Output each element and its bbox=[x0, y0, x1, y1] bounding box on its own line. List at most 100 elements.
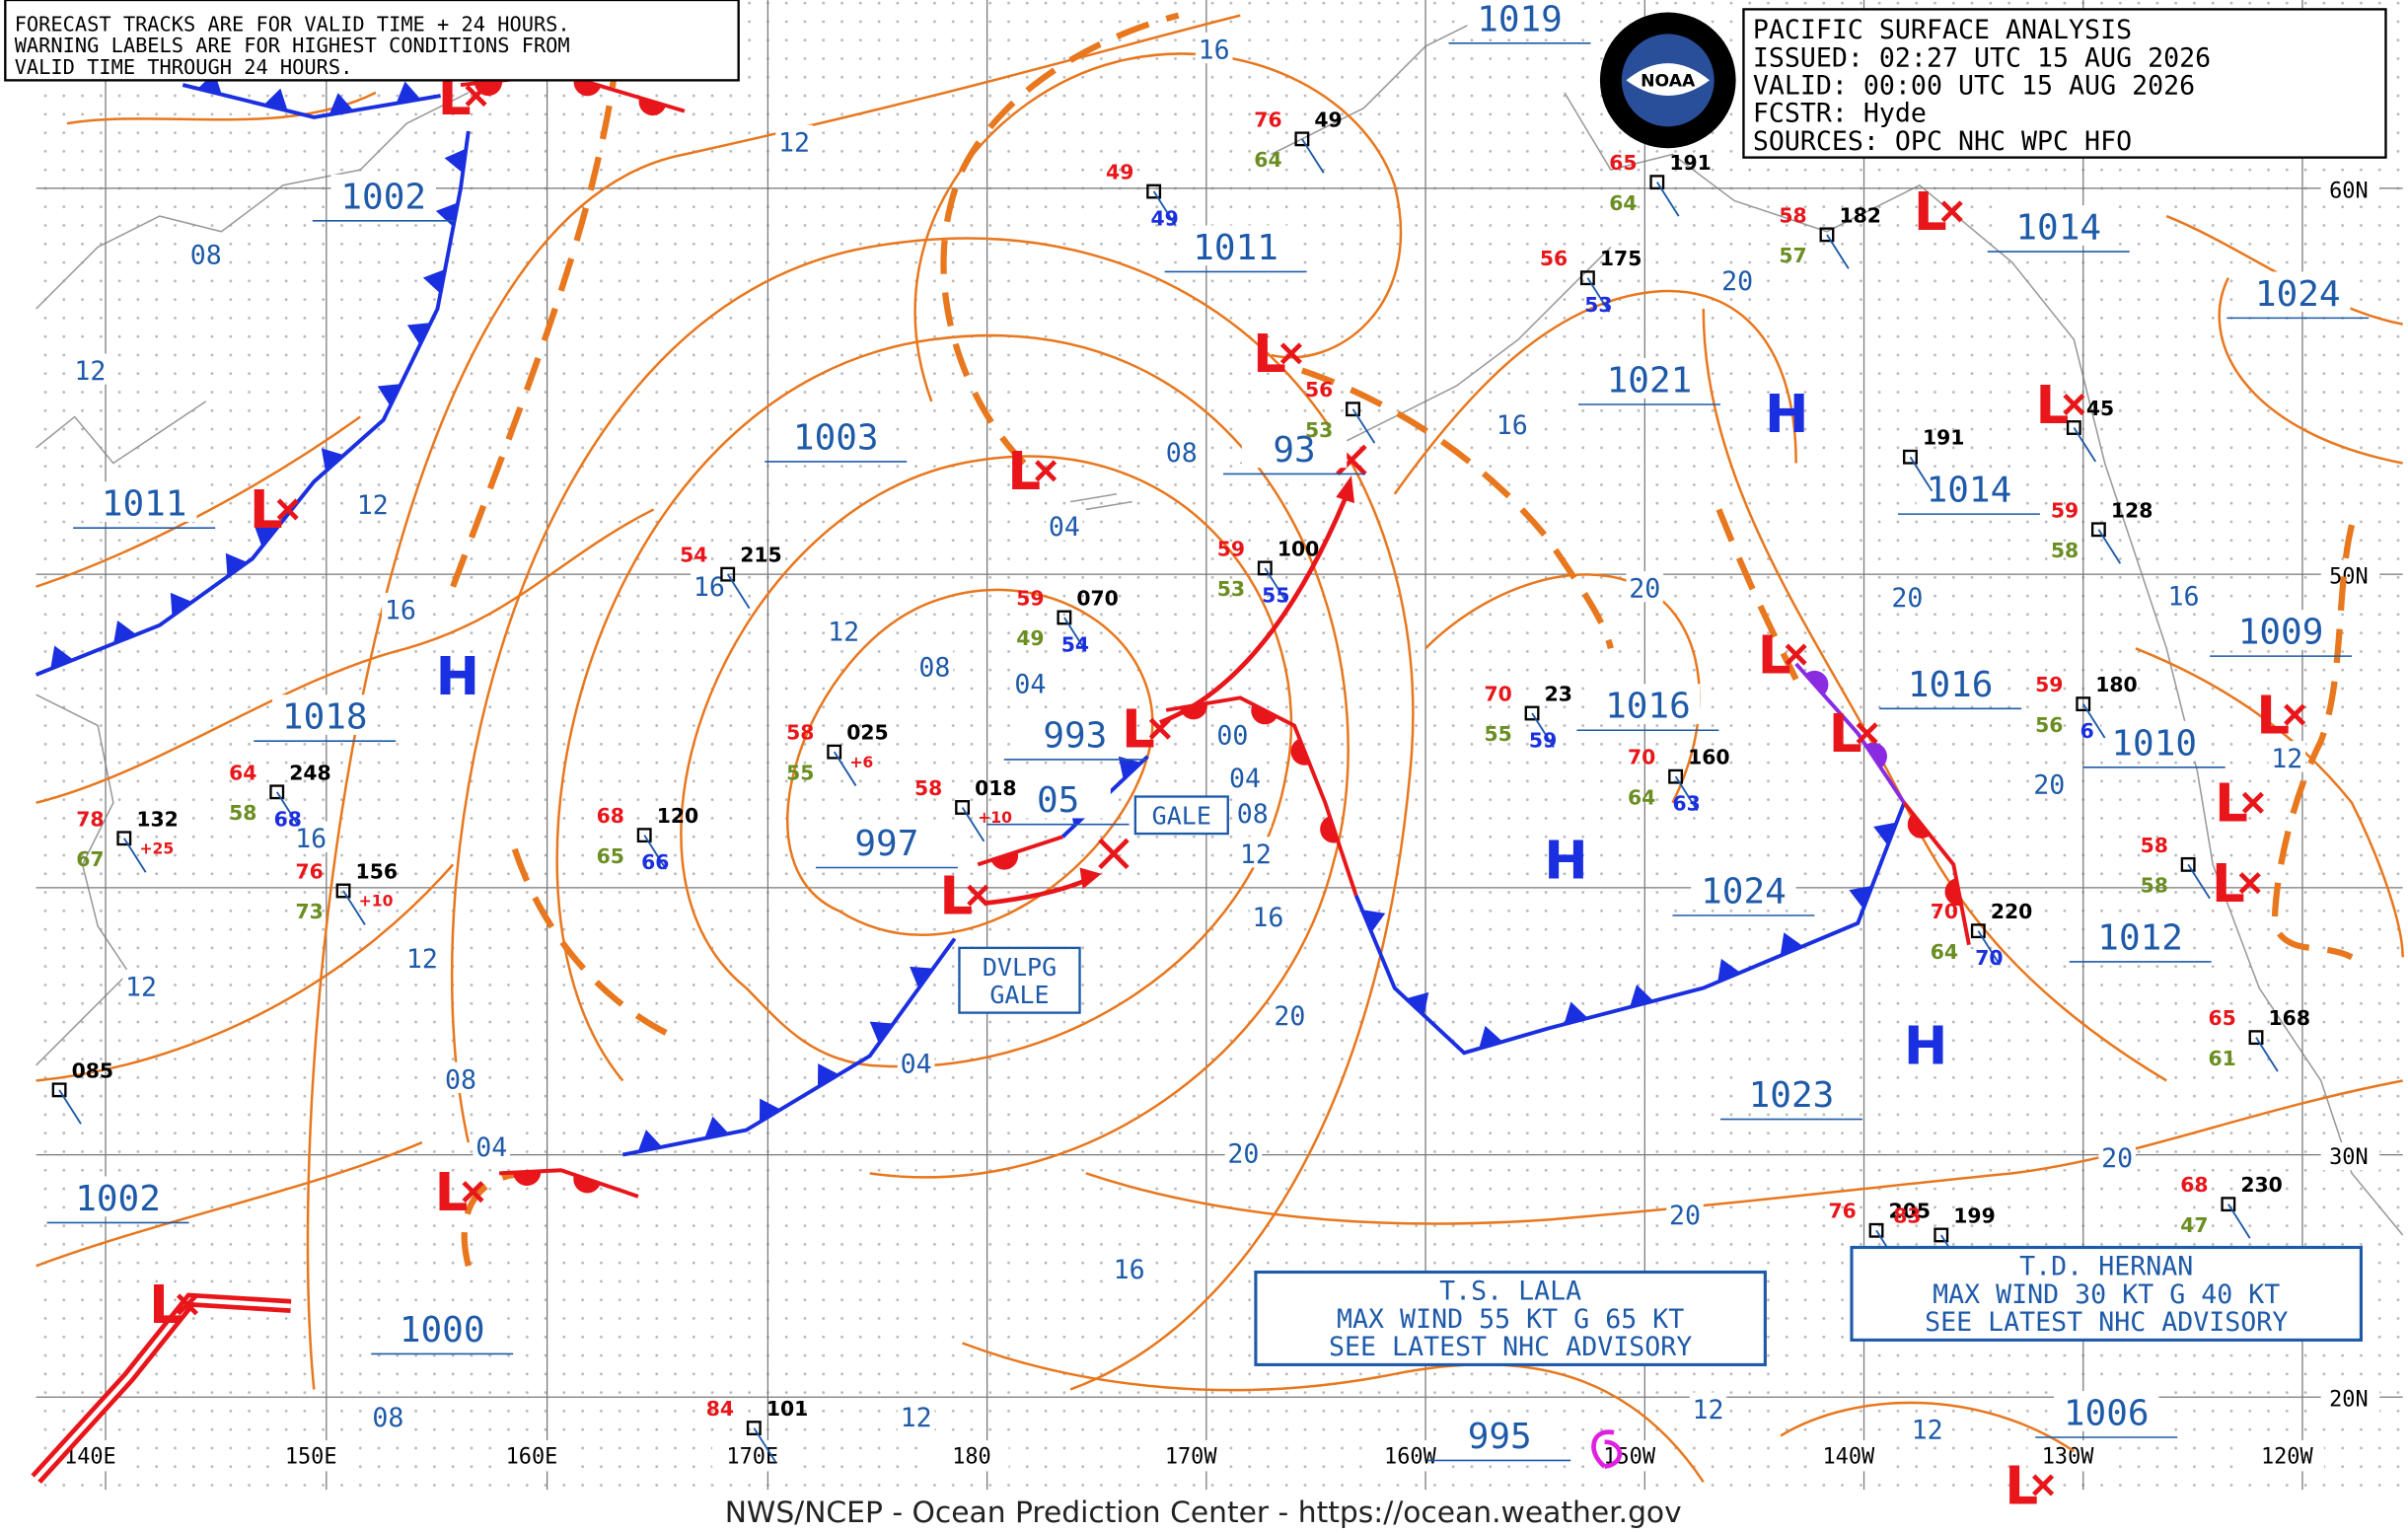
pressure-value: 995 bbox=[1468, 1417, 1532, 1457]
isobar-label: 16 bbox=[693, 572, 725, 603]
isobar-label-bg bbox=[1888, 580, 1927, 612]
station-t: 83 bbox=[1893, 1204, 1921, 1227]
low-center: L bbox=[939, 865, 973, 926]
low-position bbox=[967, 884, 989, 907]
station-marker bbox=[1057, 610, 1072, 625]
dvlpg-gale-label: DVLPG bbox=[983, 953, 1057, 982]
warm-front-pip bbox=[1944, 878, 1962, 907]
wind-barb bbox=[58, 1089, 82, 1125]
low-center: L bbox=[1007, 441, 1041, 502]
pressure-value: 1019 bbox=[1477, 0, 1563, 39]
wind-barb bbox=[275, 791, 300, 827]
wind-barb bbox=[2097, 529, 2122, 564]
gale-label: GALE bbox=[1152, 802, 1211, 831]
pressure-value: 1011 bbox=[102, 484, 187, 525]
pressure-label-bg bbox=[65, 1176, 171, 1217]
pressure-value: 1002 bbox=[75, 1179, 161, 1219]
isobar-label-bg bbox=[1493, 407, 1531, 439]
station-p: 230 bbox=[2240, 1173, 2282, 1197]
station-t: 59 bbox=[1217, 537, 1245, 560]
lon-label: 140W bbox=[1823, 1445, 1876, 1470]
wind-barb bbox=[342, 890, 366, 925]
station-t: 78 bbox=[76, 807, 104, 831]
isobar-label: 12 bbox=[901, 1403, 932, 1433]
wind-barb bbox=[1301, 138, 1325, 174]
isobar-label-bg bbox=[1689, 1392, 1727, 1424]
advisory-line: SEE LATEST NHC ADVISORY bbox=[1329, 1332, 1692, 1362]
high-center: H bbox=[1765, 384, 1809, 445]
pressure-label-bg bbox=[330, 174, 436, 215]
isobar-label: 08 bbox=[372, 1403, 403, 1433]
pressure-label-bg bbox=[1467, 0, 1572, 37]
station-marker bbox=[2180, 856, 2196, 872]
isobar-label: 04 bbox=[901, 1050, 932, 1080]
station-t: 56 bbox=[1540, 247, 1568, 270]
lon-label: 180 bbox=[952, 1445, 991, 1470]
lat-label: 50N bbox=[2329, 565, 2369, 590]
forecast-track bbox=[1159, 489, 1350, 725]
pressure-label-bg bbox=[1241, 427, 1348, 469]
lon-label-bg bbox=[2246, 1440, 2324, 1472]
wind-barb bbox=[2081, 703, 2106, 739]
isobar-label: 20 bbox=[2101, 1143, 2133, 1174]
isobar-label-bg bbox=[71, 353, 109, 385]
station-t: 54 bbox=[680, 544, 707, 567]
cold-front-pip bbox=[396, 81, 421, 104]
cold-front-pip bbox=[1479, 1025, 1503, 1049]
pressure-label-bg bbox=[2087, 915, 2193, 956]
station-marker bbox=[1146, 183, 1162, 199]
pressure-label-bg bbox=[2227, 610, 2334, 650]
station-marker bbox=[1579, 270, 1595, 286]
station-marker bbox=[1257, 560, 1273, 576]
isobar-label-bg bbox=[1249, 900, 1287, 931]
cold-front bbox=[182, 83, 441, 119]
pressure-label-bg bbox=[1446, 1414, 1553, 1455]
wind-barb bbox=[1531, 712, 1555, 748]
low-position bbox=[1279, 342, 1302, 365]
notice-frame bbox=[4, 0, 740, 82]
isobar-label: 20 bbox=[1274, 1001, 1305, 1032]
isobar-label-bg bbox=[292, 821, 329, 852]
isobar-label: 00 bbox=[1216, 720, 1248, 751]
station-marker bbox=[1649, 175, 1665, 190]
isobar-label: 12 bbox=[74, 356, 106, 387]
station-d: 64 bbox=[1609, 191, 1637, 215]
occluded-front bbox=[1794, 662, 1906, 804]
station-v: 70 bbox=[1975, 946, 2003, 970]
wind-barb bbox=[726, 573, 751, 610]
isobar-label-bg bbox=[1224, 1135, 1263, 1168]
advisory-line: SEE LATEST NHC ADVISORY bbox=[1925, 1307, 2288, 1338]
pressure-value: 1010 bbox=[2111, 723, 2197, 764]
cold-front-pip bbox=[1564, 1001, 1588, 1025]
cold-front-pip bbox=[1361, 910, 1386, 933]
lon-label: 170W bbox=[1165, 1445, 1218, 1470]
warm-front-pip bbox=[1320, 816, 1339, 843]
isobar-label-bg bbox=[1195, 32, 1233, 64]
isobar-label-bg bbox=[1234, 796, 1272, 828]
map-labels: 16 12 08 12 12 16 16 12 08 04 04 08 00 04 08 12 16 20 20 16… bbox=[46, 0, 2370, 1516]
dvlpg-gale-label: GALE bbox=[989, 981, 1049, 1009]
cold-front-pip bbox=[170, 592, 192, 617]
lon-label: 160E bbox=[506, 1445, 558, 1470]
pressure-label-bg bbox=[1595, 684, 1701, 724]
fronts bbox=[31, 72, 1971, 1484]
pressure-label-bg bbox=[1738, 1072, 1845, 1114]
cold-front-pip bbox=[637, 1130, 663, 1152]
isobar-label: 16 bbox=[1114, 1255, 1145, 1285]
cold-front-pip bbox=[910, 966, 933, 988]
storm-track-core bbox=[34, 1297, 291, 1481]
station-marker bbox=[2066, 420, 2081, 435]
station-d: 58 bbox=[2141, 874, 2168, 898]
isobar-label-bg bbox=[1046, 509, 1083, 541]
station-marker bbox=[1903, 449, 1918, 465]
cold-front-pip bbox=[1849, 885, 1872, 910]
low-center: L bbox=[1829, 703, 1862, 765]
title-line: SOURCES: OPC NHC WPC HFO bbox=[1753, 126, 2132, 157]
isobar-label-bg bbox=[442, 1061, 479, 1093]
station-d: 61 bbox=[2208, 1047, 2235, 1070]
lat-label-bg bbox=[2320, 1142, 2380, 1171]
warm-front-pip bbox=[573, 78, 602, 97]
station-p: 132 bbox=[136, 807, 178, 831]
title-line: FCSTR: Hyde bbox=[1753, 99, 1927, 129]
low-position bbox=[1940, 200, 1963, 223]
